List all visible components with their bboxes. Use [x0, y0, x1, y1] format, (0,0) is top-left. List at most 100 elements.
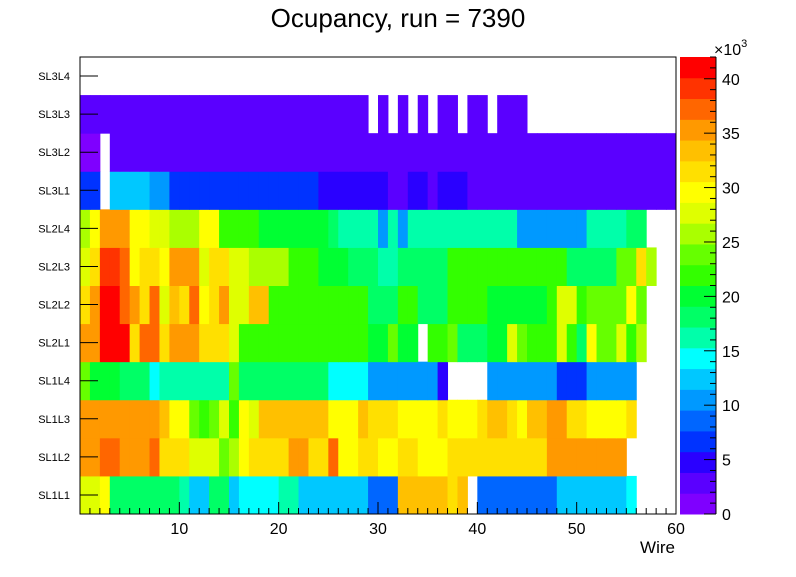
heatmap-cell	[338, 437, 349, 477]
heatmap-cell	[159, 247, 170, 286]
heatmap-cell	[179, 95, 190, 134]
heatmap-cell	[407, 399, 419, 439]
palette-swatch	[680, 389, 716, 411]
heatmap-cell	[189, 209, 200, 248]
heatmap-cell	[109, 171, 121, 210]
heatmap-cell	[497, 475, 508, 515]
heatmap-cell	[149, 133, 160, 172]
heatmap-cell	[298, 437, 309, 477]
heatmap-cell	[457, 133, 468, 172]
heatmap-cell	[626, 133, 637, 172]
heatmap-cell	[258, 475, 270, 515]
palette-swatch	[680, 140, 716, 162]
heatmap-cell	[238, 133, 250, 172]
heatmap-cell	[219, 475, 230, 515]
y-tick-label: SL2L2	[38, 300, 70, 312]
heatmap-cell	[338, 209, 349, 248]
heatmap-cell	[368, 285, 379, 325]
heatmap-cell	[348, 399, 359, 439]
heatmap-cell	[427, 475, 439, 515]
heatmap-cell	[278, 209, 290, 248]
heatmap-cell	[308, 171, 319, 210]
heatmap-cell	[348, 285, 359, 325]
heatmap-cell	[507, 95, 518, 134]
heatmap-cell	[119, 361, 131, 401]
heatmap-cell	[626, 399, 637, 439]
heatmap-cell	[417, 285, 429, 325]
y-tick-label: SL2L4	[38, 223, 70, 235]
heatmap-cell	[149, 209, 160, 248]
heatmap-cell	[189, 361, 200, 401]
heatmap-cell	[129, 171, 141, 210]
heatmap-cell	[487, 209, 498, 248]
heatmap-cell	[457, 399, 468, 439]
heatmap-cell	[536, 361, 548, 401]
heatmap-cell	[149, 285, 160, 325]
heatmap-cell	[159, 171, 170, 210]
heatmap-cell	[387, 399, 399, 439]
heatmap-cell	[199, 361, 210, 401]
heatmap-cell	[219, 285, 230, 325]
heatmap-cell	[447, 247, 458, 286]
z-tick-label: 40	[722, 72, 740, 89]
heatmap-cell	[189, 399, 200, 439]
heatmap-cell	[606, 475, 617, 515]
heatmap-cell	[576, 323, 588, 363]
heatmap-cell	[427, 437, 439, 477]
x-tick-label: 10	[170, 521, 188, 538]
heatmap-cell	[278, 323, 290, 363]
heatmap-cell	[248, 95, 260, 134]
heatmap-cell	[328, 361, 339, 401]
heatmap-cell	[129, 361, 141, 401]
heatmap-cell	[606, 285, 617, 325]
heatmap-cell	[527, 399, 538, 439]
heatmap-cell	[278, 247, 290, 286]
heatmap-cell	[248, 247, 260, 286]
heatmap-cell	[189, 475, 200, 515]
heatmap-cell	[397, 133, 409, 172]
heatmap-cell	[447, 133, 458, 172]
heatmap-cell	[417, 247, 429, 286]
heatmap-cell	[209, 475, 220, 515]
heatmap-cell	[238, 361, 250, 401]
heatmap-cell	[378, 171, 389, 210]
heatmap-cell	[139, 323, 151, 363]
heatmap-cell	[586, 247, 598, 286]
heatmap-cell	[99, 437, 111, 477]
heatmap-cell	[179, 247, 190, 286]
heatmap-cell	[387, 361, 399, 401]
z-multiplier-exponent: 3	[741, 38, 747, 50]
heatmap-cell	[348, 323, 359, 363]
heatmap-cell	[517, 133, 528, 172]
heatmap-cell	[268, 209, 280, 248]
heatmap-cell	[606, 437, 617, 477]
heatmap-cell	[139, 285, 151, 325]
heatmap-cell	[268, 171, 280, 210]
heatmap-cell	[606, 247, 617, 286]
heatmap-cell	[387, 437, 399, 477]
heatmap-cell	[566, 247, 578, 286]
heatmap-cell	[467, 95, 478, 134]
heatmap-cell	[546, 133, 558, 172]
heatmap-cell	[387, 171, 399, 210]
heatmap-cell	[586, 323, 598, 363]
heatmap-cell	[467, 285, 478, 325]
heatmap-cell	[596, 361, 607, 401]
heatmap-cell	[576, 285, 588, 325]
y-tick-label: SL3L4	[38, 71, 70, 83]
heatmap-cell	[318, 399, 329, 439]
heatmap-cell	[338, 95, 349, 134]
heatmap-cell	[169, 437, 180, 477]
heatmap-cell	[646, 247, 657, 286]
palette-swatch	[680, 202, 716, 224]
heatmap-cell	[497, 285, 508, 325]
heatmap-cell	[328, 323, 339, 363]
heatmap-cell	[397, 171, 409, 210]
heatmap-cell	[566, 133, 578, 172]
heatmap-cell	[387, 323, 399, 363]
heatmap-cell	[447, 437, 458, 477]
heatmap-cell	[378, 95, 389, 134]
heatmap-cell	[219, 209, 230, 248]
heatmap-cell	[229, 95, 240, 134]
heatmap-cell	[417, 399, 429, 439]
